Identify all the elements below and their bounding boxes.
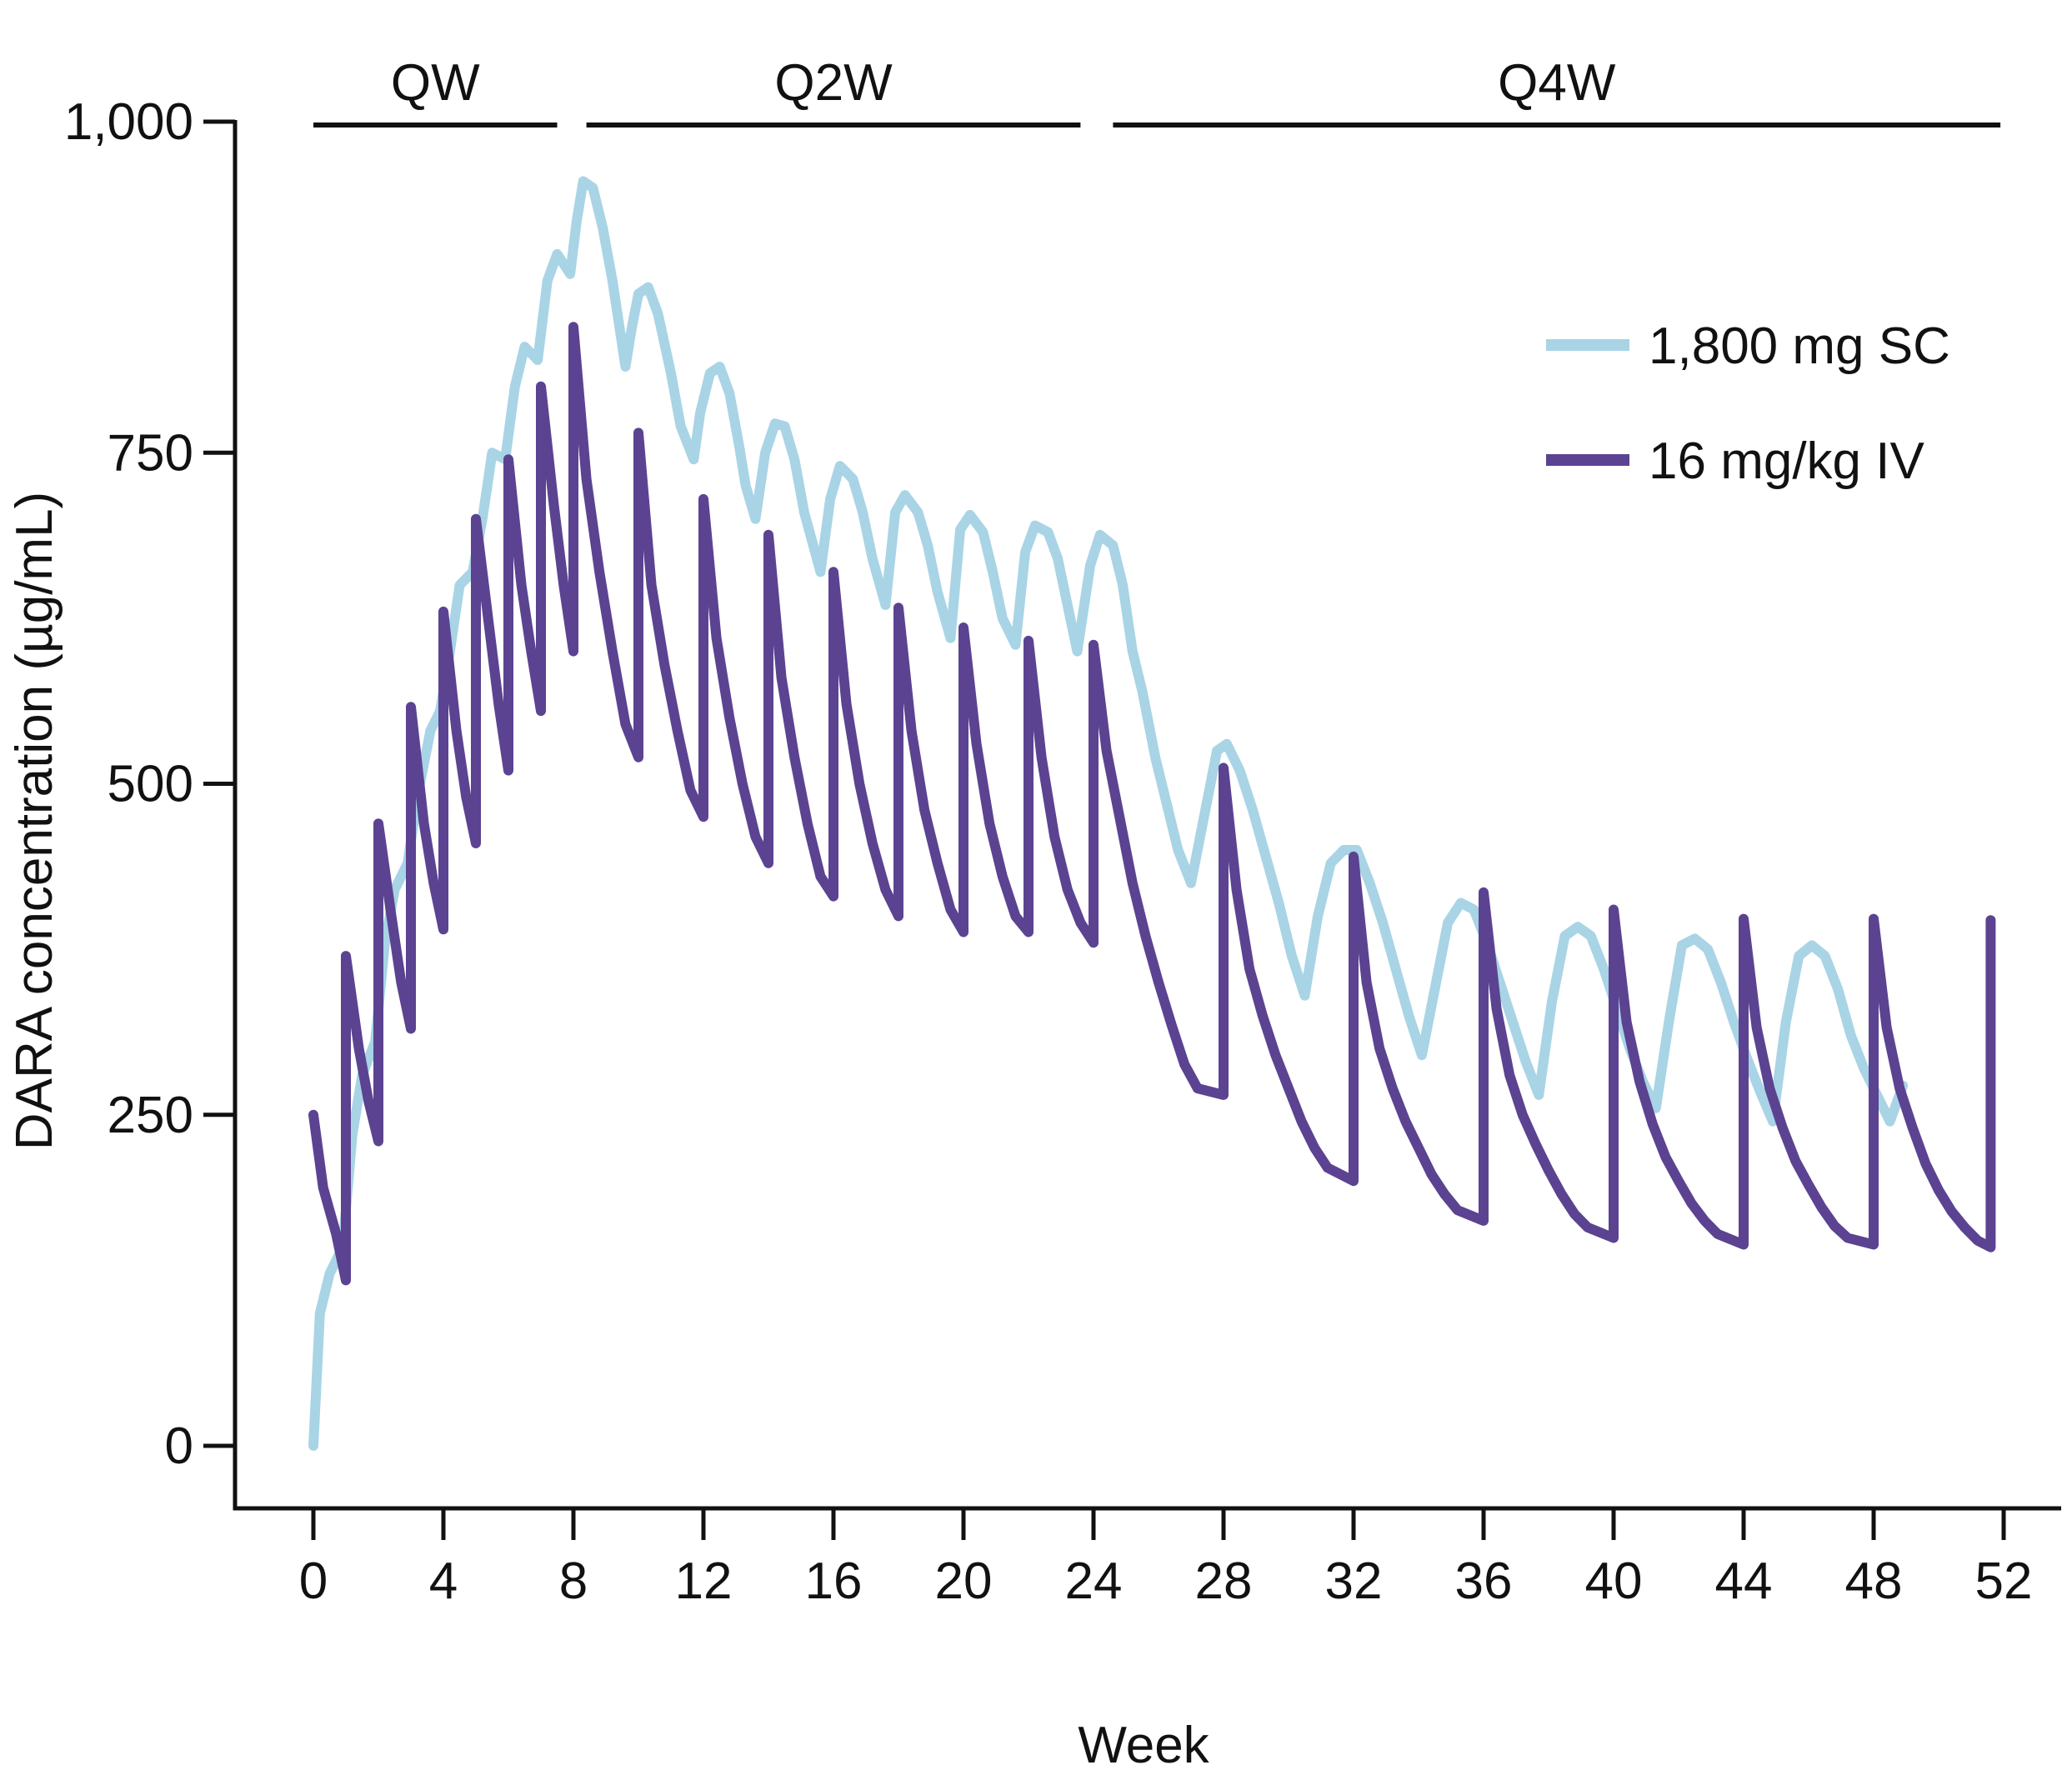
x-tick-label: 32	[1325, 1552, 1383, 1610]
regimen-label: QW	[391, 54, 480, 112]
legend-label: 1,800 mg SC	[1649, 318, 1950, 375]
legend: 1,800 mg SC 16 mg/kg IV	[1546, 318, 1950, 490]
regimen-bars: QW Q2W Q4W	[313, 54, 2001, 128]
x-tick-label: 8	[559, 1552, 588, 1610]
axes	[233, 120, 2061, 1511]
y-axis-title: DARA concentration (µg/mL)	[6, 492, 63, 1150]
regimen-label: Q2W	[774, 54, 893, 112]
series-lines	[308, 176, 1996, 1451]
x-axis-ticks: 0 4 8 12 16 20 24 28 32 36 40 44 48 52	[299, 1508, 2033, 1610]
x-tick-label: 4	[429, 1552, 458, 1610]
y-axis-ticks: 0 250 500 750 1,000	[64, 93, 235, 1475]
y-tick-label: 0	[165, 1418, 193, 1475]
x-tick-label: 48	[1845, 1552, 1903, 1610]
series-line-iv	[308, 322, 1996, 1286]
series-line-sc	[308, 176, 1909, 1451]
x-tick-label: 44	[1715, 1552, 1773, 1610]
x-tick-label: 28	[1195, 1552, 1253, 1610]
x-tick-label: 16	[805, 1552, 863, 1610]
y-tick-label: 250	[108, 1087, 193, 1144]
x-tick-label: 24	[1065, 1552, 1123, 1610]
x-tick-label: 36	[1455, 1552, 1513, 1610]
x-axis-title: Week	[1078, 1717, 1209, 1774]
x-tick-label: 20	[935, 1552, 993, 1610]
regimen-label: Q4W	[1498, 54, 1616, 112]
x-tick-label: 12	[675, 1552, 733, 1610]
x-tick-label: 40	[1585, 1552, 1643, 1610]
x-tick-label: 0	[299, 1552, 328, 1610]
legend-label: 16 mg/kg IV	[1649, 432, 1924, 490]
x-tick-label: 52	[1975, 1552, 2033, 1610]
y-tick-label: 1,000	[64, 93, 193, 151]
y-tick-label: 500	[108, 756, 193, 813]
y-tick-label: 750	[108, 424, 193, 482]
